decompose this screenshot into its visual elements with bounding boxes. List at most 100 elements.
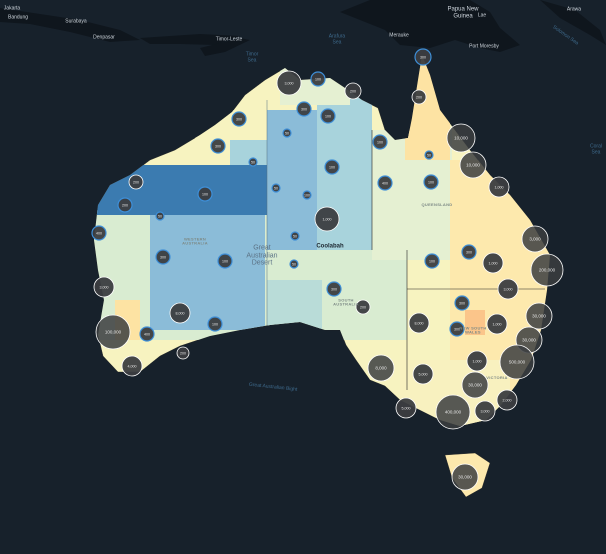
cluster-circle[interactable] — [217, 253, 233, 269]
cluster-marker[interactable]: 200 — [411, 89, 427, 105]
cluster-circle[interactable] — [197, 186, 213, 202]
cluster-circle[interactable] — [435, 394, 471, 430]
cluster-marker[interactable]: 300 — [449, 321, 465, 337]
cluster-circle[interactable] — [486, 313, 508, 335]
cluster-circle[interactable] — [290, 231, 300, 241]
cluster-marker[interactable]: 300 — [454, 295, 470, 311]
cluster-circle[interactable] — [128, 174, 144, 190]
cluster-circle[interactable] — [296, 101, 312, 117]
cluster-marker[interactable]: 100 — [423, 174, 439, 190]
cluster-marker[interactable]: 1,000 — [314, 206, 340, 232]
cluster-circle[interactable] — [210, 138, 226, 154]
cluster-marker[interactable]: 3,000 — [474, 400, 496, 422]
cluster-marker[interactable]: 100,000 — [95, 314, 131, 350]
cluster-circle[interactable] — [474, 400, 496, 422]
cluster-marker[interactable]: 8,000 — [367, 354, 395, 382]
cluster-circle[interactable] — [139, 326, 155, 342]
cluster-circle[interactable] — [459, 151, 487, 179]
cluster-marker[interactable]: 3,000 — [276, 70, 302, 96]
cluster-circle[interactable] — [344, 82, 362, 100]
cluster-circle[interactable] — [372, 134, 388, 150]
cluster-marker[interactable]: 500,000 — [499, 344, 535, 380]
cluster-marker[interactable]: 100 — [424, 253, 440, 269]
cluster-marker[interactable]: 300 — [155, 249, 171, 265]
cluster-circle[interactable] — [320, 108, 336, 124]
cluster-marker[interactable]: 200 — [344, 82, 362, 100]
cluster-marker[interactable]: 300 — [461, 244, 477, 260]
cluster-circle[interactable] — [310, 71, 326, 87]
cluster-marker[interactable]: 50 — [248, 157, 258, 167]
cluster-marker[interactable]: 3,000 — [521, 225, 549, 253]
cluster-marker[interactable]: 200 — [355, 299, 371, 315]
cluster-circle[interactable] — [408, 312, 430, 334]
cluster-marker[interactable]: 5,000 — [395, 397, 417, 419]
cluster-circle[interactable] — [449, 321, 465, 337]
cluster-marker[interactable]: 4,000 — [121, 355, 143, 377]
cluster-circle[interactable] — [155, 211, 165, 221]
cluster-marker[interactable]: 50 — [289, 259, 299, 269]
cluster-marker[interactable]: 10,000 — [459, 151, 487, 179]
cluster-marker[interactable]: 1,000 — [482, 252, 504, 274]
cluster-circle[interactable] — [454, 295, 470, 311]
cluster-circle[interactable] — [412, 363, 434, 385]
cluster-marker[interactable]: 50 — [155, 211, 165, 221]
cluster-circle[interactable] — [488, 176, 510, 198]
cluster-marker[interactable]: 5,000 — [412, 363, 434, 385]
cluster-circle[interactable] — [395, 397, 417, 419]
cluster-circle[interactable] — [231, 111, 247, 127]
cluster-circle[interactable] — [289, 259, 299, 269]
cluster-circle[interactable] — [414, 48, 432, 66]
cluster-marker[interactable]: 3,000 — [93, 276, 115, 298]
cluster-marker[interactable]: 400 — [377, 175, 393, 191]
cluster-circle[interactable] — [355, 299, 371, 315]
cluster-circle[interactable] — [207, 316, 223, 332]
cluster-marker[interactable]: 100 — [310, 71, 326, 87]
cluster-circle[interactable] — [451, 463, 479, 491]
cluster-circle[interactable] — [496, 389, 518, 411]
cluster-marker[interactable]: 200 — [128, 174, 144, 190]
cluster-circle[interactable] — [95, 314, 131, 350]
cluster-marker[interactable]: 200,000 — [530, 253, 564, 287]
cluster-marker[interactable]: 100 — [372, 134, 388, 150]
cluster-circle[interactable] — [411, 89, 427, 105]
cluster-marker[interactable]: 10,000 — [446, 123, 476, 153]
cluster-circle[interactable] — [367, 354, 395, 382]
cluster-marker[interactable]: 3,000 — [497, 278, 519, 300]
cluster-marker[interactable]: 400 — [91, 225, 107, 241]
cluster-circle[interactable] — [530, 253, 564, 287]
cluster-markers[interactable]: 300 3,000 100 200 300 300 100 200 300 50 50 100 10,0… — [91, 48, 564, 491]
cluster-circle[interactable] — [423, 174, 439, 190]
cluster-marker[interactable]: 50 — [282, 128, 292, 138]
cluster-marker[interactable]: 1,000 — [486, 313, 508, 335]
cluster-circle[interactable] — [499, 344, 535, 380]
cluster-marker[interactable]: 1,000 — [488, 176, 510, 198]
cluster-marker[interactable]: 200 — [117, 197, 133, 213]
cluster-marker[interactable]: 300 — [296, 101, 312, 117]
cluster-circle[interactable] — [446, 123, 476, 153]
cluster-circle[interactable] — [248, 157, 258, 167]
cluster-marker[interactable]: 30,000 — [461, 371, 489, 399]
cluster-marker[interactable]: 100 — [197, 186, 213, 202]
cluster-marker[interactable]: 8,000 — [408, 312, 430, 334]
cluster-marker[interactable]: 30,000 — [451, 463, 479, 491]
cluster-circle[interactable] — [176, 346, 190, 360]
cluster-marker[interactable]: 400,000 — [435, 394, 471, 430]
cluster-circle[interactable] — [466, 350, 488, 372]
cluster-circle[interactable] — [271, 183, 281, 193]
cluster-marker[interactable]: 300 — [231, 111, 247, 127]
cluster-marker[interactable]: 100 — [217, 253, 233, 269]
cluster-circle[interactable] — [497, 278, 519, 300]
cluster-circle[interactable] — [461, 244, 477, 260]
cluster-circle[interactable] — [326, 281, 342, 297]
cluster-circle[interactable] — [424, 150, 434, 160]
cluster-circle[interactable] — [91, 225, 107, 241]
cluster-circle[interactable] — [155, 249, 171, 265]
cluster-marker[interactable]: 300 — [210, 138, 226, 154]
cluster-marker[interactable]: 100 — [320, 108, 336, 124]
cluster-marker[interactable]: 2,000 — [496, 389, 518, 411]
cluster-circle[interactable] — [169, 302, 191, 324]
cluster-circle[interactable] — [302, 190, 312, 200]
cluster-circle[interactable] — [424, 253, 440, 269]
